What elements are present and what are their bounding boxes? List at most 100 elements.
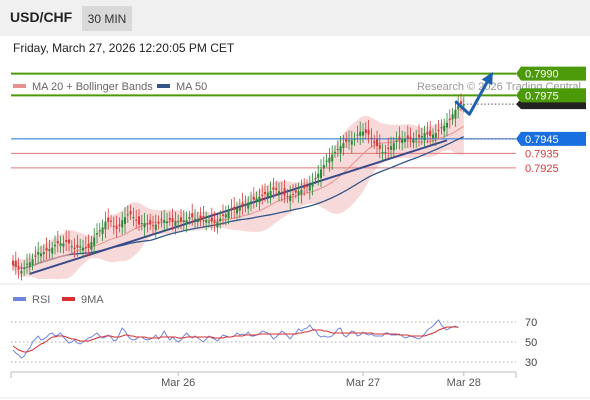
candle (82, 239, 84, 258)
candle (62, 235, 65, 254)
candle-body (297, 191, 300, 196)
candle (339, 136, 342, 162)
candle-body (373, 141, 376, 144)
arrow-head (481, 71, 493, 86)
candle (238, 198, 241, 219)
candle (20, 263, 23, 281)
timeframe-button[interactable]: 30 MIN (82, 6, 132, 31)
candle-body (283, 188, 286, 196)
candle (124, 207, 126, 234)
candle (300, 179, 303, 204)
candle (381, 143, 384, 161)
candle (306, 178, 308, 193)
candle (112, 216, 115, 235)
candle (294, 183, 297, 199)
candle-body (166, 221, 168, 224)
candle (110, 214, 112, 228)
candle (356, 125, 359, 143)
candle-body (460, 101, 462, 105)
candle (266, 185, 269, 204)
candle-body (395, 140, 398, 142)
candle (143, 212, 146, 237)
candle-body (420, 136, 423, 138)
candle (353, 132, 356, 146)
rsi-legend-swatch (62, 297, 75, 301)
scenario-arrow (454, 71, 494, 116)
candle-body (224, 214, 227, 218)
candle-body (31, 259, 34, 265)
candle (359, 121, 362, 146)
candle (292, 184, 294, 203)
candle-body (37, 252, 40, 255)
candle-body (289, 195, 292, 202)
candle (278, 182, 280, 202)
candle-body (446, 122, 448, 128)
candle-body (93, 237, 96, 246)
candle-body (118, 224, 121, 226)
legend-label: MA 20 + Bollinger Bands (32, 81, 153, 93)
candle-body (160, 219, 163, 221)
arrow-path (454, 72, 494, 116)
candle-body (104, 221, 107, 230)
candle-body (448, 118, 451, 121)
candle-body (230, 208, 233, 210)
candle (51, 241, 54, 259)
candle (160, 211, 163, 228)
candle-body (40, 253, 42, 257)
candle-body (406, 135, 409, 139)
candle-body (115, 225, 118, 229)
candle (434, 124, 437, 147)
candle (390, 136, 392, 159)
candle (90, 235, 93, 256)
candle-body (56, 240, 59, 244)
candle-body (387, 147, 390, 150)
x-tick-label: Mar 26 (161, 377, 195, 389)
candle-body (303, 186, 306, 189)
candle-body (202, 216, 205, 219)
candle (420, 127, 423, 145)
rsi-level-label: 30 (525, 357, 537, 369)
candle (378, 134, 381, 159)
candle-body (317, 173, 320, 178)
candle (429, 121, 432, 145)
candle-body (208, 221, 210, 223)
candle-body (275, 187, 278, 190)
candle-body (348, 140, 350, 142)
candle-body (132, 217, 135, 219)
candle-body (62, 243, 65, 247)
candle-body (359, 131, 362, 136)
candle (325, 153, 328, 168)
candle-body (381, 151, 384, 154)
candle-body (356, 134, 359, 136)
candle-body (322, 165, 325, 169)
candle-body (23, 268, 26, 270)
candle (199, 207, 202, 227)
candle-body (429, 130, 432, 136)
top-bar: USD/CHF 30 MIN (0, 0, 590, 36)
candle (216, 214, 219, 234)
candle-body (82, 247, 84, 251)
candle (418, 124, 420, 147)
candle (446, 112, 448, 137)
candle (342, 134, 345, 156)
candle-body (336, 149, 339, 151)
candle (168, 211, 171, 226)
candle (213, 211, 216, 232)
candle (40, 245, 42, 264)
candle (224, 205, 227, 226)
candle-body (210, 217, 213, 222)
level-label: 0.7925 (525, 163, 559, 175)
candle (14, 251, 17, 275)
ma20-line (12, 125, 465, 269)
candle-body (308, 185, 311, 191)
candle (443, 118, 446, 138)
candle-body (59, 243, 62, 246)
candle (48, 240, 51, 260)
candle (166, 212, 168, 232)
candle (177, 214, 180, 230)
candle (303, 177, 306, 196)
candle (188, 210, 191, 225)
candle-body (314, 178, 317, 180)
